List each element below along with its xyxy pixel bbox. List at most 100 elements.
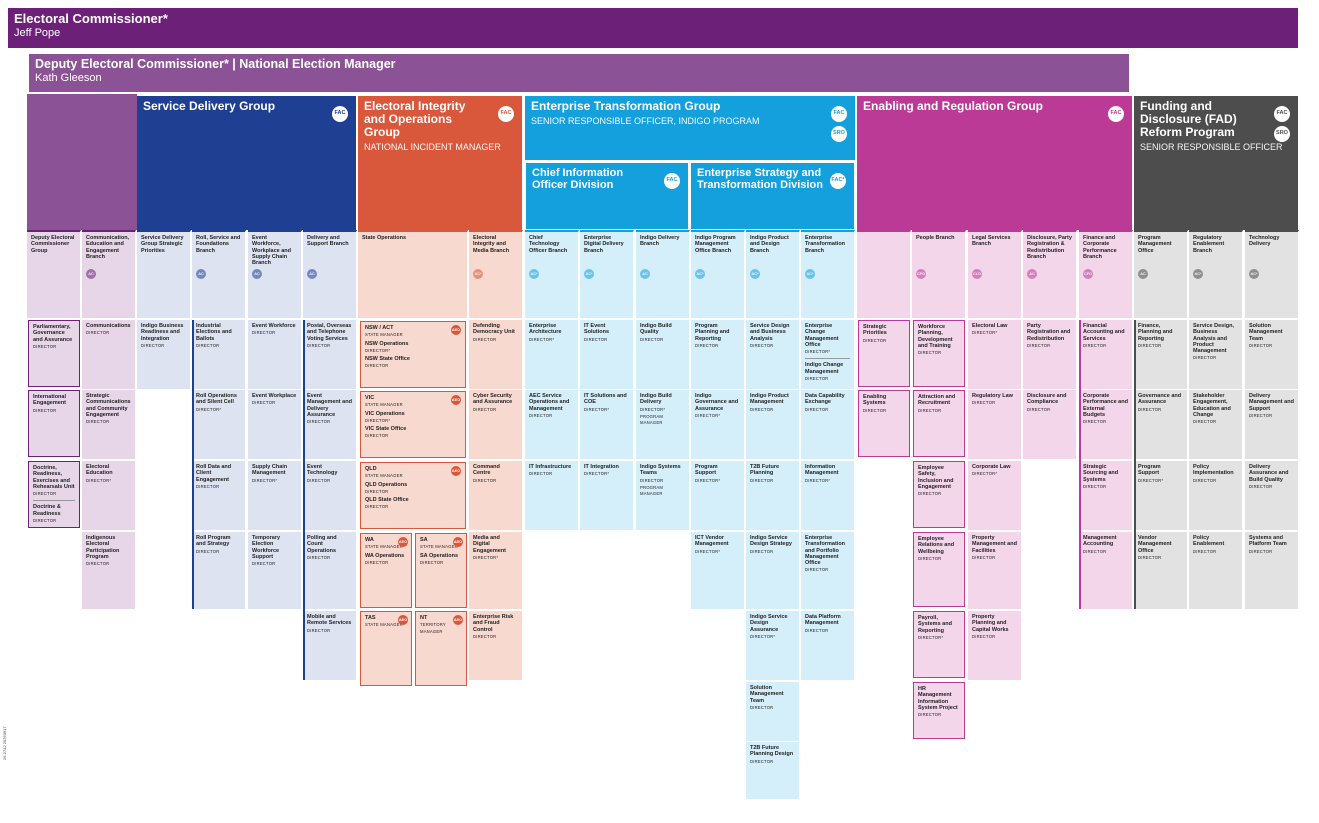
- unit-box[interactable]: AEC Service Operations and Management DIR…: [525, 390, 578, 459]
- unit-box[interactable]: Corporate Law DIRECTOR*: [968, 461, 1021, 530]
- unit-box[interactable]: Service Design, Business Analysis and Pr…: [1189, 320, 1242, 389]
- branch-dec[interactable]: Deputy Electoral Commissioner Group: [27, 230, 81, 318]
- unit-box[interactable]: Regulatory Law DIRECTOR: [968, 390, 1021, 459]
- unit-box[interactable]: Program Support DIRECTOR*: [1134, 461, 1187, 530]
- unit-box[interactable]: Event Workplace DIRECTOR: [248, 390, 301, 459]
- unit-box[interactable]: Electoral Education DIRECTOR*: [82, 461, 135, 530]
- unit-box[interactable]: Indigo Build Quality DIRECTOR: [636, 320, 689, 389]
- unit-box[interactable]: Property Management and Facilities DIRECT…: [968, 532, 1021, 609]
- unit-box[interactable]: Strategic Sourcing and Systems DIRECTOR: [1079, 461, 1132, 530]
- branch-idb[interactable]: Indigo Delivery Branch AC: [636, 230, 690, 318]
- branch-ppl[interactable]: People Branch CPO: [912, 230, 966, 318]
- unit-box[interactable]: IT Integration DIRECTOR*: [580, 461, 633, 530]
- unit-box[interactable]: Service Design and Business Analysis DIRE…: [746, 320, 799, 389]
- unit-box[interactable]: Disclosure and Compliance DIRECTOR: [1023, 390, 1076, 459]
- branch-cto[interactable]: Chief Technology Officer Branch AC*: [525, 230, 579, 318]
- unit-box[interactable]: Polling and Count Operations DIRECTOR: [303, 532, 356, 609]
- branch-pmo[interactable]: Program Management Office AC: [1134, 230, 1188, 318]
- unit-box[interactable]: Data Capability Exchange DIRECTOR: [801, 390, 854, 459]
- state-office[interactable]: QLD STATE MANAGER AEO QLD Operations DIRECTO…: [360, 462, 466, 529]
- unit-box[interactable]: Cyber Security and Assurance DIRECTOR: [469, 390, 522, 459]
- unit-box[interactable]: HR Management Information System Project…: [913, 682, 965, 739]
- unit-box[interactable]: Strategic Priorities DIRECTOR: [858, 320, 910, 387]
- unit-box[interactable]: Enterprise Transformation and Portfolio …: [801, 532, 854, 609]
- unit-box[interactable]: Indigo Service Design Assurance DIRECTOR*: [746, 611, 799, 680]
- unit-box[interactable]: Temporary Election Workforce Support DIRE…: [248, 532, 301, 609]
- unit-box[interactable]: Enabling Systems DIRECTOR: [858, 390, 910, 457]
- unit-box[interactable]: Financial Accounting and Services DIRECTO…: [1079, 320, 1132, 389]
- unit-box[interactable]: Management Accounting DIRECTOR: [1079, 532, 1132, 609]
- state-office[interactable]: VIC STATE MANAGER AEO VIC Operations DIRECTO…: [360, 391, 466, 458]
- unit-box[interactable]: Electoral Law DIRECTOR*: [968, 320, 1021, 389]
- branch-cee[interactable]: Communication, Education and Engagement …: [82, 230, 136, 318]
- unit-box[interactable]: Solution Management Team DIRECTOR: [746, 682, 799, 741]
- branch-ipmo[interactable]: Indigo Program Management Office Branch A…: [691, 230, 745, 318]
- unit-box[interactable]: T2B Future Planning DIRECTOR: [746, 461, 799, 530]
- unit-box[interactable]: Industrial Elections and Ballots DIRECTOR: [192, 320, 245, 389]
- unit-box[interactable]: Delivery Management and Support DIRECTOR: [1245, 390, 1298, 459]
- unit-box[interactable]: Media and Digital Engagement DIRECTOR*: [469, 532, 522, 609]
- unit-box[interactable]: ICT Vendor Management DIRECTOR*: [691, 532, 744, 609]
- branch-eim[interactable]: Electoral Integrity and Media Branch AC*: [469, 230, 523, 318]
- unit-box[interactable]: Communications DIRECTOR: [82, 320, 135, 389]
- state-office[interactable]: NSW / ACT STATE MANAGER AEO NSW Operations D…: [360, 321, 466, 388]
- unit-box[interactable]: Program Planning and Reporting DIRECTOR: [691, 320, 744, 389]
- branch-reb[interactable]: Regulatory Enablement Branch AC*: [1189, 230, 1243, 318]
- unit-box[interactable]: Roll Operations and Silent Cell DIRECTOR*: [192, 390, 245, 459]
- unit-box[interactable]: Solution Management Team DIRECTOR: [1245, 320, 1298, 389]
- branch-rsf[interactable]: Roll, Service and Foundations Branch AC: [192, 230, 246, 318]
- branch-ds[interactable]: Delivery and Support Branch AC: [303, 230, 357, 318]
- state-office-small[interactable]: TAS STATE MANAGER AEO: [360, 611, 412, 686]
- unit-box[interactable]: Postal, Overseas and Telephone Voting Se…: [303, 320, 356, 389]
- branch-so[interactable]: State Operations: [358, 230, 468, 318]
- branch-edd[interactable]: Enterprise Digital Delivery Branch AC*: [580, 230, 634, 318]
- unit-box[interactable]: T2B Future Planning Design DIRECTOR: [746, 742, 799, 799]
- unit-box[interactable]: Systems and Platform Team DIRECTOR: [1245, 532, 1298, 609]
- unit-box[interactable]: Policy Implementation DIRECTOR: [1189, 461, 1242, 530]
- unit-box[interactable]: Roll Data and Client Engagement DIRECTOR: [192, 461, 245, 530]
- branch-td[interactable]: Technology Delivery AC*: [1245, 230, 1299, 318]
- branch-leg[interactable]: Legal Services Branch CLO: [968, 230, 1022, 318]
- unit-box[interactable]: Indigenous Electoral Participation Progr…: [82, 532, 135, 609]
- branch-ersp[interactable]: [857, 230, 911, 318]
- unit-box[interactable]: Indigo Governance and Assurance DIRECTOR*: [691, 390, 744, 459]
- state-office-small[interactable]: SA STATE MANAGER AEO SA Operations DIRECTOR: [415, 533, 467, 608]
- unit-box[interactable]: Indigo Business Readiness and Integratio…: [137, 320, 190, 389]
- unit-box[interactable]: Employee Relations and Wellbeing DIRECTOR: [913, 532, 965, 607]
- unit-box[interactable]: IT Event Solutions DIRECTOR: [580, 320, 633, 389]
- unit-box[interactable]: Employee Safety, Inclusion and Engagemen…: [913, 461, 965, 528]
- unit-box[interactable]: Enterprise Risk and Fraud Control DIRECTO…: [469, 611, 522, 680]
- unit-box[interactable]: Indigo Build Delivery DIRECTOR* PROGRAM MA…: [636, 390, 689, 459]
- unit-box[interactable]: Governance and Assurance DIRECTOR: [1134, 390, 1187, 459]
- branch-ew[interactable]: Event Workforce, Workplace and Supply Ch…: [248, 230, 302, 318]
- unit-box[interactable]: Attraction and Recruitment DIRECTOR: [913, 390, 965, 457]
- unit-box[interactable]: Policy Enablement DIRECTOR: [1189, 532, 1242, 609]
- unit-box[interactable]: Payroll, Systems and Reporting DIRECTOR*: [913, 611, 965, 678]
- unit-box[interactable]: Delivery Assurance and Build Quality DIRE…: [1245, 461, 1298, 530]
- unit-box[interactable]: Event Management and Delivery Assurance D…: [303, 390, 356, 459]
- unit-box[interactable]: Corporate Performance and External Budge…: [1079, 390, 1132, 459]
- unit-box[interactable]: Indigo Product Management DIRECTOR: [746, 390, 799, 459]
- unit-box[interactable]: Information Management DIRECTOR*: [801, 461, 854, 530]
- state-office-small[interactable]: WA STATE MANAGER AEO WA Operations DIRECTOR: [360, 533, 412, 608]
- unit-box[interactable]: Event Workforce DIRECTOR: [248, 320, 301, 389]
- unit-box[interactable]: Strategic Communications and Community E…: [82, 390, 135, 459]
- unit-box[interactable]: Stakeholder Engagement, Education and Ch…: [1189, 390, 1242, 459]
- unit-box[interactable]: Finance, Planning and Reporting DIRECTOR: [1134, 320, 1187, 389]
- unit-box[interactable]: Property Planning and Capital Works DIREC…: [968, 611, 1021, 680]
- unit-box[interactable]: Parliamentary, Governance and Assurance D…: [28, 320, 80, 387]
- branch-fin[interactable]: Finance and Corporate Performance Branch…: [1079, 230, 1133, 318]
- branch-sdsp[interactable]: Service Delivery Group Strategic Priorit…: [137, 230, 191, 318]
- unit-box[interactable]: Indigo Systems Teams DIRECTOR PROGRAM MANA…: [636, 461, 689, 530]
- unit-box[interactable]: International Engagement DIRECTOR: [28, 390, 80, 457]
- unit-box[interactable]: Indigo Service Design Strategy DIRECTOR: [746, 532, 799, 609]
- unit-box[interactable]: Workforce Planning, Development and Trai…: [913, 320, 965, 387]
- branch-dpr[interactable]: Disclosure, Party Registration & Redistr…: [1023, 230, 1077, 318]
- unit-box[interactable]: Party Registration and Redistribution DIR…: [1023, 320, 1076, 389]
- unit-box[interactable]: Data Platform Management DIRECTOR: [801, 611, 854, 680]
- unit-box[interactable]: Vendor Management Office DIRECTOR: [1134, 532, 1187, 609]
- unit-box[interactable]: Command Centre DIRECTOR: [469, 461, 522, 530]
- unit-box[interactable]: IT Solutions and COE DIRECTOR*: [580, 390, 633, 459]
- unit-box[interactable]: Program Support DIRECTOR*: [691, 461, 744, 530]
- unit-box[interactable]: Enterprise Change Management Office DIREC…: [801, 320, 854, 389]
